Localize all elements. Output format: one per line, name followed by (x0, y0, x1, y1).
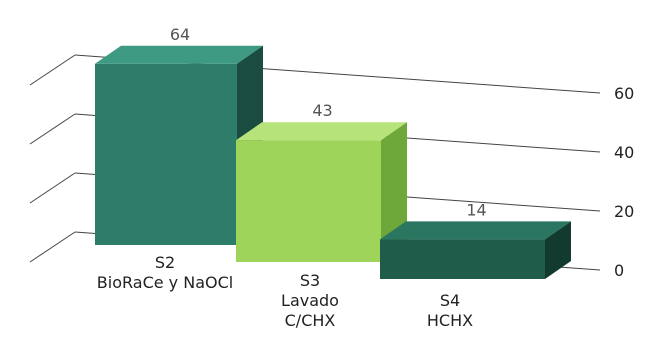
bar-top-0 (95, 45, 263, 64)
category-label-1-0: S3 (300, 271, 320, 290)
category-label-1-1: Lavado (281, 291, 339, 310)
gridline-left-3 (29, 54, 76, 86)
category-label-0-1: BioRaCe y NaOCl (97, 273, 233, 292)
bar-top-1 (236, 122, 407, 141)
y-tick-label-3: 60 (614, 84, 634, 103)
category-label-2-1: HCHX (427, 311, 473, 330)
data-label-0: 64 (170, 25, 190, 44)
data-label-1: 43 (312, 101, 332, 120)
bars (95, 45, 571, 279)
bar-side-2 (545, 221, 571, 279)
gridline-left-2 (29, 113, 76, 145)
category-label-0-0: S2 (155, 253, 175, 272)
y-tick-label-0: 0 (614, 261, 624, 280)
y-tick-label-2: 40 (614, 143, 634, 162)
bar-top-2 (380, 221, 571, 240)
category-label-1-2: C/CHX (285, 311, 336, 330)
gridline-left-1 (29, 172, 76, 204)
category-label-2-0: S4 (440, 291, 460, 310)
gridline-left-0 (29, 231, 76, 263)
bar-front-0 (95, 63, 237, 245)
bar-front-2 (380, 239, 545, 279)
bar-front-1 (236, 140, 381, 262)
data-label-2: 14 (466, 200, 486, 219)
y-tick-label-1: 20 (614, 202, 634, 221)
